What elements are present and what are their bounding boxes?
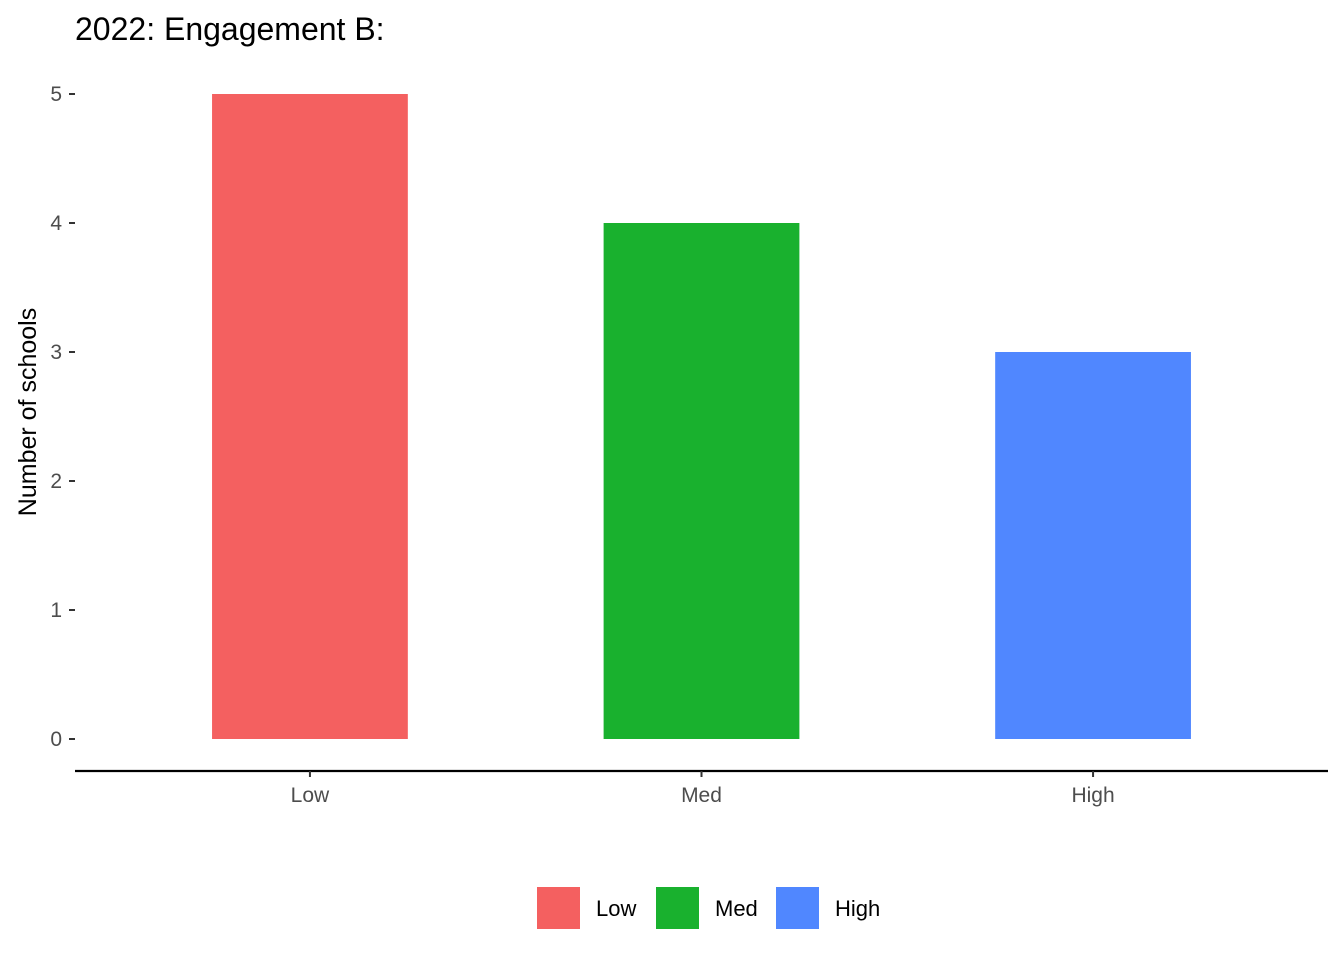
y-tick-label: 2 [50,470,62,493]
x-tick-label: Med [681,784,722,807]
legend-label-high: High [835,896,880,921]
bars [212,94,1191,739]
legend-label-med: Med [715,896,758,921]
x-tick-label: High [1071,784,1114,807]
y-axis-ticks: 0 1 2 3 4 5 [50,83,75,751]
y-tick-label: 4 [50,212,62,235]
legend-swatch-low [537,887,580,929]
y-tick-label: 1 [50,599,62,622]
legend-label-low: Low [596,896,636,921]
x-axis-ticks: Low Med High [291,771,1115,807]
y-tick-label: 5 [50,83,62,106]
bar-med [603,223,800,739]
bar-low [212,94,408,739]
x-tick-label: Low [291,784,330,807]
bar-high [995,352,1191,739]
chart-title: 2022: Engagement B: [75,11,385,47]
legend-swatch-high [776,887,819,929]
y-axis-title: Number of schools [14,308,42,516]
y-tick-label: 3 [50,341,62,364]
legend: Low Med High [537,887,880,929]
y-tick-label: 0 [50,728,62,751]
legend-swatch-med [656,887,699,929]
